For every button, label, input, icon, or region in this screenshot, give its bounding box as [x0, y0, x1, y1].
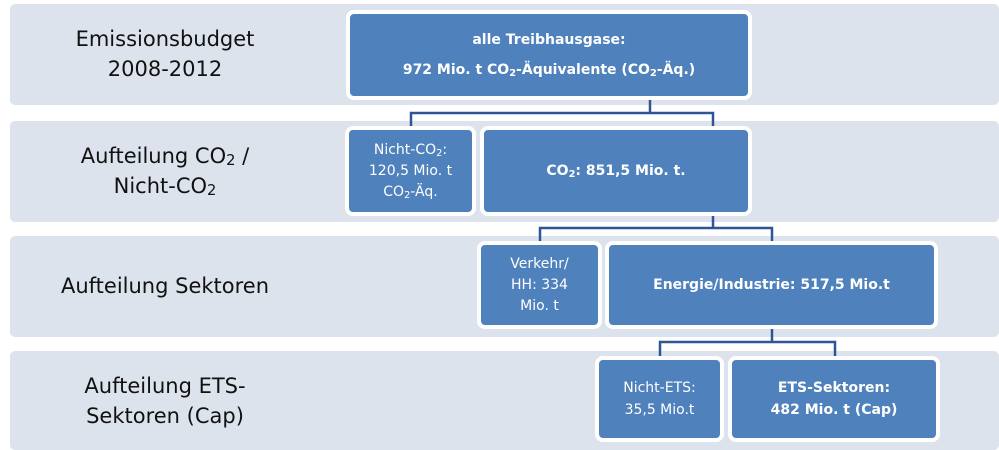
subscript: 2 — [569, 169, 576, 180]
text: Nicht-CO — [374, 142, 436, 158]
text: CO — [546, 163, 568, 179]
subscript: 2 — [207, 182, 216, 199]
box — [346, 10, 752, 100]
text: alle Treibhausgase: — [472, 32, 625, 48]
text-line: Sektoren (Cap) — [86, 404, 244, 428]
text: HH: 334 — [511, 277, 568, 293]
text: Mio. t — [520, 298, 559, 314]
box — [595, 356, 724, 442]
text: Energie/Industrie: 517,5 Mio.t — [653, 277, 890, 293]
text: Aufteilung Sektoren — [61, 274, 269, 298]
subscript: 2 — [226, 152, 235, 169]
text-line: alle Treibhausgase: — [472, 32, 625, 48]
text: 120,5 Mio. t — [369, 163, 453, 179]
text: / — [235, 144, 250, 168]
text-line: Mio. t — [520, 298, 559, 314]
box — [477, 241, 602, 329]
box — [345, 126, 476, 216]
text-line: 482 Mio. t (Cap) — [771, 402, 898, 418]
connector — [538, 214, 774, 243]
text-line: ETS-Sektoren: — [778, 380, 890, 396]
subscript: 2 — [650, 68, 657, 79]
text-line: 2008-2012 — [108, 57, 222, 81]
text: ETS-Sektoren: — [778, 380, 890, 396]
text-line: Nicht-CO2: — [374, 142, 447, 159]
text: -Äq.) — [657, 61, 695, 78]
box — [605, 241, 938, 329]
text-line: CO2: 851,5 Mio. t. — [546, 163, 685, 180]
text: -Äquivalente (CO — [516, 61, 650, 78]
box — [728, 356, 940, 442]
text-line: Emissionsbudget — [76, 27, 255, 51]
text-line: Energie/Industrie: 517,5 Mio.t — [653, 277, 890, 293]
subscript: 2 — [509, 68, 516, 79]
text: Aufteilung CO — [81, 144, 226, 168]
text: Nicht-CO — [114, 174, 207, 198]
text-line: Aufteilung CO2 / — [81, 144, 250, 169]
text: 482 Mio. t (Cap) — [771, 402, 898, 418]
text-line: 35,5 Mio.t — [625, 402, 695, 418]
text-line: CO2-Äq. — [383, 182, 437, 201]
text-line: Nicht-ETS: — [623, 380, 695, 396]
text: 972 Mio. t CO — [403, 62, 509, 78]
text: -Äq. — [410, 182, 437, 200]
text: : 851,5 Mio. t. — [575, 163, 685, 179]
text: : — [442, 142, 447, 158]
text-line: Aufteilung Sektoren — [61, 274, 269, 298]
text: Verkehr/ — [510, 256, 569, 272]
subscript: 2 — [404, 190, 410, 201]
text-line: 972 Mio. t CO2-Äquivalente (CO2-Äq.) — [403, 61, 695, 79]
text: CO — [383, 184, 404, 200]
text-line: Nicht-CO2 — [114, 174, 217, 199]
text-line: HH: 334 — [511, 277, 568, 293]
subscript: 2 — [436, 148, 442, 159]
text-line: Verkehr/ — [510, 256, 569, 272]
connectors — [409, 98, 837, 358]
text: Aufteilung ETS- — [84, 374, 245, 398]
connector — [658, 327, 837, 358]
text: Emissionsbudget — [76, 27, 255, 51]
text: Sektoren (Cap) — [86, 404, 244, 428]
text: Nicht-ETS: — [623, 380, 695, 396]
connector — [409, 98, 715, 128]
text: 2008-2012 — [108, 57, 222, 81]
text: 35,5 Mio.t — [625, 402, 695, 418]
text-line: Aufteilung ETS- — [84, 374, 245, 398]
text-line: 120,5 Mio. t — [369, 163, 453, 179]
box — [480, 126, 752, 216]
